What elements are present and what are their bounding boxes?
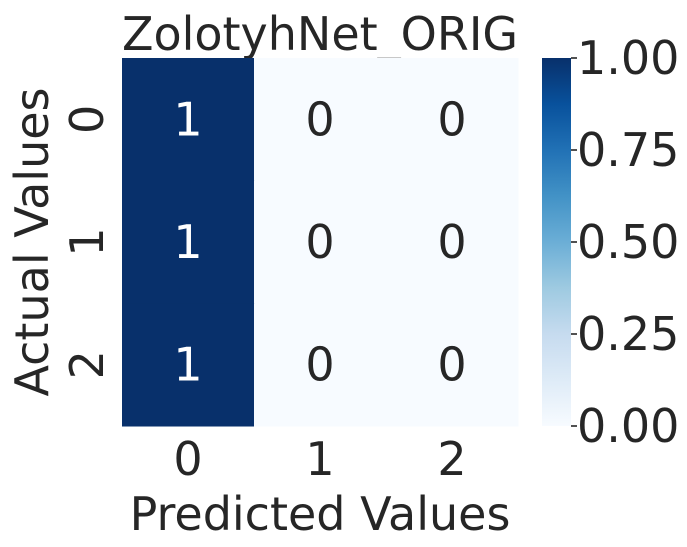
heatmap-cell: [122, 58, 255, 182]
colorbar-tick-label: 0.00: [577, 399, 679, 453]
heatmap-cell: [386, 58, 519, 182]
cell-value-label: 0: [437, 338, 466, 392]
y-axis-label: Actual Values: [5, 87, 59, 396]
cell-value-label: 0: [437, 92, 466, 146]
cell-value-label: 0: [305, 92, 334, 146]
y-tick-label: 2: [60, 350, 114, 379]
x-axis-label: Predicted Values: [130, 487, 511, 541]
y-tick-label: 0: [60, 105, 114, 134]
cell-value-label: 1: [173, 215, 202, 269]
chart-title: ZolotyhNet_ORIG: [122, 7, 518, 61]
colorbar-tick-label: 0.50: [577, 215, 679, 269]
cell-value-label: 1: [173, 92, 202, 146]
colorbar-tick-label: 0.25: [577, 307, 679, 361]
cell-value-label: 0: [437, 215, 466, 269]
colorbar-tick-label: 0.75: [577, 123, 679, 177]
x-axis-ticks: 0 1 2: [173, 432, 466, 486]
x-tick-label: 2: [437, 432, 466, 486]
y-tick-label: 1: [60, 227, 114, 256]
colorbar: [542, 58, 571, 426]
heatmap-cells: 1 0 0 1 0 0 1 0 0: [122, 58, 519, 427]
heatmap-cell: [386, 303, 519, 427]
colorbar-tick-label: 1.00: [577, 31, 679, 85]
heatmap-cell: [254, 58, 387, 182]
heatmap-cell: [386, 180, 519, 304]
heatmap-cell: [254, 303, 387, 427]
x-tick-label: 0: [173, 432, 202, 486]
heatmap-cell: [254, 180, 387, 304]
cell-value-label: 0: [305, 215, 334, 269]
y-axis-ticks: 0 1 2: [60, 105, 114, 380]
x-tick-label: 1: [305, 432, 334, 486]
cell-value-label: 1: [173, 338, 202, 392]
heatmap-cell: [122, 303, 255, 427]
colorbar-ticks: 0.00 0.25 0.50 0.75 1.00: [571, 31, 679, 453]
cell-value-label: 0: [305, 338, 334, 392]
heatmap-cell: [122, 180, 255, 304]
